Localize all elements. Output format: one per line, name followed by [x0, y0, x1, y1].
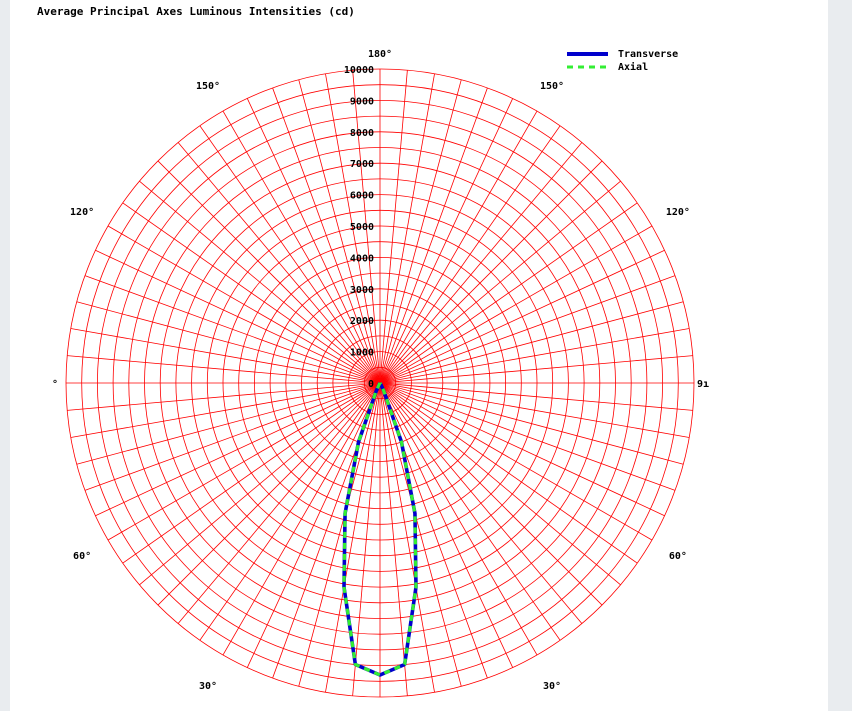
chart-frame: Average Principal Axes Luminous Intensit… [10, 0, 828, 711]
radial-tick-label: 5000 [350, 222, 374, 233]
grid-spoke [107, 382, 381, 541]
grid-spoke [379, 382, 621, 586]
angle-label: 30° [543, 681, 561, 692]
grid-spoke [379, 382, 583, 624]
grid-spoke [379, 382, 690, 438]
angle-label: ° [52, 379, 58, 390]
grid-spoke [95, 382, 381, 517]
angle-label: 9ı [697, 379, 709, 390]
grid-spoke [379, 382, 653, 541]
grid-spoke [157, 160, 381, 384]
grid-spoke [379, 142, 583, 384]
series-axial-line [342, 381, 418, 677]
grid-spoke [379, 382, 684, 465]
grid-spoke [107, 225, 381, 384]
grid-spoke [298, 382, 381, 687]
angle-label: 120° [70, 207, 94, 218]
grid-spoke [379, 225, 653, 384]
legend-label-axial: Axial [618, 61, 648, 73]
grid-spoke [379, 110, 538, 384]
grid-spoke [379, 180, 621, 384]
grid-spoke [76, 382, 381, 465]
grid-spoke [177, 142, 381, 384]
angle-label: 120° [666, 207, 690, 218]
radial-tick-label: 2000 [350, 316, 374, 327]
grid-spoke [379, 382, 435, 693]
grid-spoke [298, 79, 381, 384]
grid-spoke [70, 382, 381, 438]
grid-spoke [379, 382, 693, 411]
grid-spoke [76, 301, 381, 384]
grid-spoke [325, 73, 381, 384]
grid-spoke [379, 301, 684, 384]
angle-label: 60° [73, 551, 91, 562]
radial-tick-label: 1000 [350, 348, 374, 359]
grid-spoke [379, 382, 603, 606]
grid-spoke [379, 79, 462, 384]
grid-spoke [379, 355, 693, 384]
grid-spoke [379, 382, 462, 687]
grid-spoke [157, 382, 381, 606]
angle-label: 150° [540, 81, 564, 92]
grid-spoke [67, 355, 381, 384]
grid-spoke [122, 382, 381, 564]
grid-spoke [70, 328, 381, 384]
grid-spoke [379, 70, 408, 384]
grid-spoke [67, 382, 381, 411]
grid-spoke [222, 110, 381, 384]
grid-spoke [222, 382, 381, 656]
grid-spoke [84, 275, 381, 384]
grid-spoke [246, 382, 381, 668]
grid-spoke [272, 87, 381, 384]
angle-label: 30° [199, 681, 217, 692]
angle-label: 180° [368, 49, 392, 60]
grid-spoke [379, 87, 488, 384]
grid-spoke [139, 180, 381, 384]
grid-spoke [177, 382, 381, 624]
chart-title: Average Principal Axes Luminous Intensit… [37, 5, 355, 18]
grid-spoke [379, 249, 665, 384]
grid-spoke [379, 98, 514, 384]
grid-spoke [379, 328, 690, 384]
grid-spoke [95, 249, 381, 384]
grid-spoke [246, 98, 381, 384]
radial-tick-labels: 0 1000 2000 3000 4000 5000 6000 7000 8000 9000 100… [344, 65, 374, 390]
radial-tick-label: 6000 [350, 191, 374, 202]
grid-spoke [199, 125, 381, 384]
grid-spoke [379, 160, 603, 384]
radial-tick-label: 4000 [350, 253, 374, 264]
grid-spoke [122, 202, 381, 384]
radial-tick-label: 3000 [350, 285, 374, 296]
series-curves [342, 381, 418, 677]
grid-spoke [379, 382, 638, 564]
radial-tick-label: 9000 [350, 96, 374, 107]
grid-spoke [379, 382, 665, 517]
grid-spoke [325, 382, 381, 693]
radial-tick-label: 7000 [350, 159, 374, 170]
grid-spoke [379, 382, 514, 668]
radial-tick-label: 10000 [344, 65, 374, 76]
grid-spoke [379, 382, 676, 491]
radial-tick-label: 8000 [350, 128, 374, 139]
grid-spoke [379, 275, 676, 384]
angle-labels: 180° 150° 150° 120° 120° ° 9ı 60° 60° 30° 30° [52, 49, 709, 692]
grid-spoke [352, 382, 381, 696]
grid-spoke [199, 382, 381, 641]
grid-spoke [379, 382, 561, 641]
grid-spoke [379, 125, 561, 384]
grid-spoke [379, 73, 435, 384]
polar-chart: 0 1000 2000 3000 4000 5000 6000 7000 8000 9000 100… [52, 49, 709, 698]
grid-spoke [379, 382, 538, 656]
grid-spoke [352, 70, 381, 384]
legend-label-transverse: Transverse [618, 49, 678, 60]
angle-label: 150° [196, 81, 220, 92]
grid-spoke [84, 382, 381, 491]
angle-label: 60° [669, 551, 687, 562]
grid-spoke [379, 202, 638, 384]
radial-tick-label: 0 [368, 379, 374, 390]
polar-grid [65, 68, 695, 698]
grid-spoke [379, 382, 408, 696]
grid-spoke [139, 382, 381, 586]
